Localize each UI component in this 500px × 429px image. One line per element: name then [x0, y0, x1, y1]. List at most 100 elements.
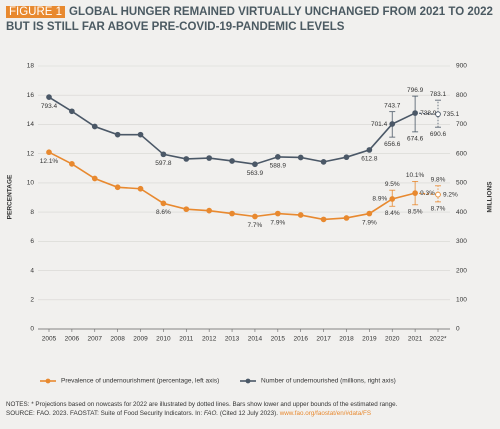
source: SOURCE: FAO. 2023. FAOSTAT: Suite of Foo…	[6, 409, 496, 418]
marker	[206, 155, 213, 161]
marker	[91, 175, 98, 182]
legend-marker	[45, 378, 51, 384]
x-tick-label: 2008	[110, 336, 125, 343]
marker	[114, 131, 121, 138]
x-tick-label: 2016	[293, 336, 308, 343]
x-tick-label: 2006	[65, 336, 80, 343]
value-label: 9.2%	[443, 191, 458, 198]
marker	[69, 108, 75, 115]
marker	[366, 210, 373, 217]
marker	[46, 94, 52, 101]
x-tick-label: 2012	[202, 336, 217, 343]
x-tick-label: 2007	[88, 336, 103, 343]
source-link[interactable]: www.fao.org/faostat/en/#data/FS	[279, 410, 372, 417]
value-label: 8.9%	[372, 196, 387, 203]
marker	[160, 151, 167, 158]
y2-tick-label: 300	[456, 238, 467, 245]
marker	[274, 210, 281, 217]
value-label: 738.9	[420, 110, 437, 117]
lower-label: 656.6	[384, 141, 401, 148]
y2-tick-label: 0	[456, 326, 460, 333]
upper-label: 10.1%	[406, 172, 425, 179]
upper-label: 9.8%	[431, 177, 446, 184]
lower-label: 690.6	[430, 131, 447, 138]
y2-tick-label: 500	[456, 180, 467, 187]
marker	[252, 161, 258, 168]
figure-label: FIGURE 1	[6, 6, 66, 18]
x-tick-label: 2011	[179, 336, 193, 343]
x-tick-label: 2005	[42, 336, 57, 343]
x-tick-label: 2017	[316, 336, 331, 343]
marker	[114, 184, 121, 191]
x-tick-label: 2021	[408, 336, 423, 343]
value-label: 701.4	[371, 121, 388, 128]
value-label: 597.8	[155, 160, 172, 167]
value-label: 7.9%	[270, 219, 285, 226]
marker	[160, 200, 167, 207]
marker	[183, 156, 190, 162]
marker	[412, 110, 418, 116]
series-line	[48, 96, 416, 166]
value-label: 793.4	[41, 103, 58, 110]
chart: 0 2 4 6 8 10 12 14 16 18 0 100 200 300 400 500 600 700 800…	[7, 63, 494, 385]
lower-label: 674.6	[407, 136, 424, 143]
value-label: 7.9%	[362, 219, 377, 226]
x-tick-label: 2010	[156, 336, 171, 343]
y-tick-label: 0	[30, 326, 34, 333]
value-label: 8.6%	[156, 209, 171, 216]
y-tick-label: 2	[30, 296, 34, 303]
legend-label: Number of undernourished (millions, righ…	[261, 378, 396, 385]
marker	[137, 131, 144, 138]
marker	[206, 207, 213, 214]
marker	[46, 149, 52, 156]
y2-tick-label: 400	[456, 209, 467, 216]
marker	[343, 154, 350, 161]
y-tick-label: 10	[27, 180, 35, 187]
upper-label: 743.7	[384, 102, 401, 109]
upper-label: 783.1	[430, 91, 447, 98]
y-tick-label: 14	[27, 121, 35, 128]
marker	[389, 121, 396, 127]
y-tick-label: 16	[27, 92, 35, 99]
marker	[183, 206, 190, 213]
marker	[435, 111, 441, 118]
marker	[91, 123, 98, 130]
y2-axis-label: MILLIONS	[487, 181, 494, 213]
y2-tick-label: 700	[456, 121, 467, 128]
marker	[274, 154, 281, 160]
marker	[297, 154, 304, 161]
footnotes: NOTES: * Projections based on nowcasts f…	[6, 400, 496, 418]
marker	[343, 215, 350, 221]
marker	[412, 190, 418, 196]
y-tick-label: 12	[27, 150, 35, 157]
x-tick-label: 2014	[248, 336, 263, 343]
x-tick-label: 2018	[339, 336, 354, 343]
marker	[229, 210, 235, 217]
y-tick-label: 4	[30, 267, 34, 274]
value-label: 563.9	[247, 170, 264, 177]
source-text: SOURCE: FAO. 2023. FAOSTAT: Suite of Foo…	[6, 410, 203, 417]
marker	[366, 147, 373, 153]
y-tick-label: 18	[27, 63, 35, 70]
chart-title: GLOBAL HUNGER REMAINED VIRTUALLY UNCHANG…	[6, 6, 493, 33]
y-tick-label: 8	[30, 209, 34, 216]
marker	[229, 158, 235, 164]
value-label: 7.7%	[248, 222, 263, 229]
x-tick-label: 2020	[385, 336, 400, 343]
marker	[69, 161, 75, 167]
y2-tick-label: 200	[456, 267, 467, 274]
x-tick-label: 2009	[133, 336, 148, 343]
marker	[320, 216, 327, 223]
legend-label: Prevalence of undernourishment (percenta…	[61, 378, 219, 385]
notes: NOTES: * Projections based on nowcasts f…	[6, 401, 398, 408]
lower-label: 8.4%	[385, 210, 400, 217]
source-cited: (Cited 12 July 2023).	[219, 410, 278, 417]
x-tick-label: 2022*	[430, 336, 447, 343]
y-tick-label: 6	[30, 238, 34, 245]
y2-tick-label: 600	[456, 150, 467, 157]
x-tick-label: 2015	[271, 336, 286, 343]
y2-tick-label: 100	[456, 296, 467, 303]
lower-label: 8.7%	[431, 206, 446, 213]
upper-label: 796.9	[407, 87, 424, 94]
